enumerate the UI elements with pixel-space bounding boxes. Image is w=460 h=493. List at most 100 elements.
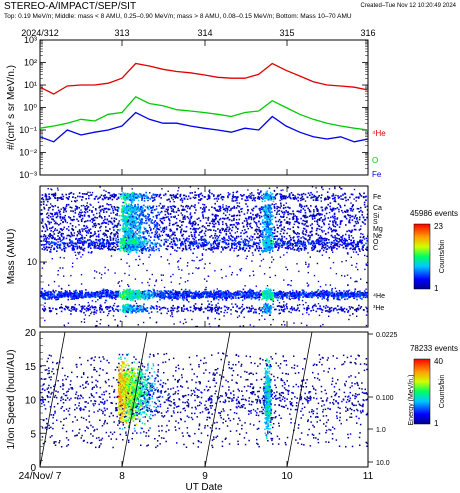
mass-point [229,249,231,251]
mass-point [122,241,124,243]
mass-point [92,225,94,228]
mass-point [200,245,203,247]
mass-point [223,208,226,210]
mass-point [363,192,365,195]
mass-point [113,219,115,222]
mass-point [264,225,267,228]
mass-point [269,233,272,235]
mass-point [262,250,264,253]
mass-point [121,208,123,210]
mass-point [264,239,267,242]
mass-point [321,247,323,250]
mass-point [128,247,131,249]
mass-point [309,214,312,217]
mass-point [245,203,247,205]
mass-point [118,193,120,195]
mass-point [100,247,103,250]
mass-point [163,244,165,246]
top-date-label: 314 [197,28,213,38]
mass-point [302,219,304,222]
mass-point [106,203,108,205]
mass-point [243,244,245,247]
mass-point [41,218,44,221]
mass-point [305,296,307,298]
mass-point [261,249,263,252]
mass-point [293,230,295,233]
mass-point [176,238,178,240]
mass-point [248,246,251,249]
mass-point [243,213,246,215]
mass-point [167,206,169,208]
mass-point [336,207,339,209]
mass-point [224,214,227,217]
mass-point [348,214,350,217]
mass-point [156,194,159,196]
mass-point [85,220,87,223]
mass-point [80,214,82,216]
mass-point [180,242,183,244]
mass-point [224,217,226,220]
mass-point [200,236,202,238]
mass-point [293,215,295,217]
mass-point [115,225,117,227]
mass-point [240,238,243,240]
mass-point [144,245,146,248]
mass-point [69,245,71,248]
mass-point [77,297,80,300]
mass-point [119,228,121,231]
mass-point [176,193,179,195]
mass-point [316,227,318,230]
mass-point [116,209,118,211]
mass-point [94,231,96,233]
mass-point [292,237,294,239]
mass-point [143,200,146,202]
mass-point [330,227,332,230]
mass-point [180,295,182,297]
mass-point [346,298,349,300]
mass-point [205,239,207,242]
mass-point [151,242,154,245]
mass-point [88,230,90,232]
mass-point [130,230,133,232]
mass-point [288,207,291,209]
mass-point [83,215,86,217]
mass-point [332,242,334,244]
mass-point [175,221,178,224]
mass-point [70,241,72,244]
mass-point [141,221,144,224]
mass-point [135,235,137,238]
mass-point [45,243,47,246]
mass-point [63,226,66,229]
mass-point [44,248,46,250]
mass-point [211,206,213,208]
mass-point [187,240,189,243]
mass-point [313,241,315,244]
mass-point [268,248,270,251]
mass-point [130,246,132,249]
mass-point [197,247,199,249]
mass-point [246,220,248,222]
mass-point [220,197,223,199]
mass-point [161,221,164,224]
mass-point [287,221,289,223]
mass-point [102,295,104,298]
mass-point [146,197,148,199]
mass-point [109,236,112,239]
mass-point [54,222,56,225]
mass-point [311,227,313,230]
mass-point [333,219,336,222]
mass-point [62,211,65,213]
mass-point [74,200,76,202]
mass-point [348,234,350,237]
mass-point [125,198,127,201]
mass-point [256,225,259,228]
mass-point [215,216,217,218]
mass-point [48,214,50,217]
mass-point [329,220,331,222]
mass-point [266,222,268,225]
mass-point [181,214,184,216]
mass-point [72,247,75,250]
mass-point [127,246,130,249]
mass-point [225,228,228,231]
mass-point [75,205,77,208]
